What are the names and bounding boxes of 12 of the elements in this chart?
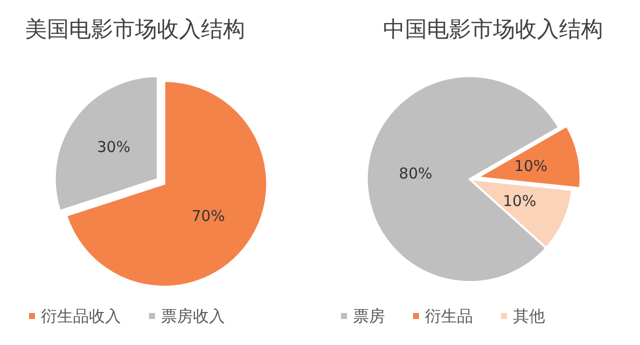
legend-label: 衍生品收入 xyxy=(41,306,121,326)
legend-label: 衍生品 xyxy=(425,306,473,326)
legend-label: 票房收入 xyxy=(161,306,225,326)
data-label: 10% xyxy=(502,192,536,210)
data-label: 70% xyxy=(192,206,225,225)
data-label: 10% xyxy=(514,157,548,176)
chart-title: 中国电影市场收入结构 xyxy=(383,18,603,42)
chart-title: 美国电影市场收入结构 xyxy=(25,18,245,42)
data-label: 80% xyxy=(398,164,432,182)
data-label: 30% xyxy=(97,138,130,156)
legend-label: 票房 xyxy=(353,306,385,326)
legend-label: 其他 xyxy=(513,306,545,326)
